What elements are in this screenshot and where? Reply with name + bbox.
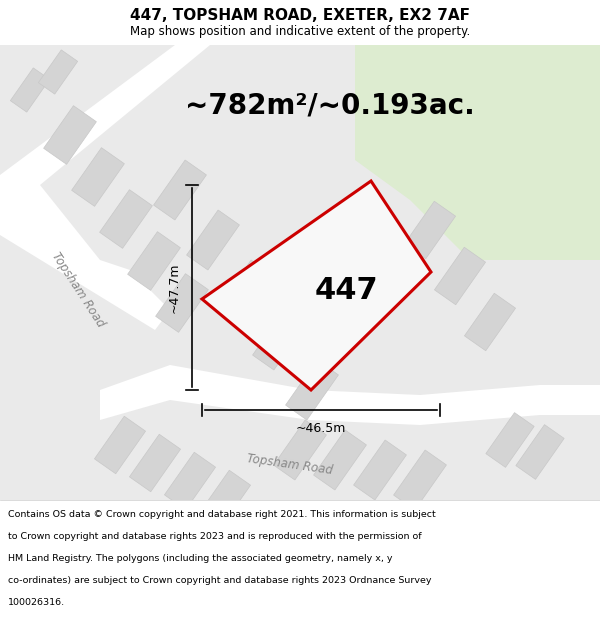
Text: Map shows position and indicative extent of the property.: Map shows position and indicative extent… (130, 26, 470, 39)
Polygon shape (199, 470, 251, 528)
Polygon shape (128, 232, 181, 291)
Polygon shape (464, 293, 515, 351)
Text: ~782m²/~0.193ac.: ~782m²/~0.193ac. (185, 91, 475, 119)
Text: Contains OS data © Crown copyright and database right 2021. This information is : Contains OS data © Crown copyright and d… (8, 510, 436, 519)
Text: 447: 447 (315, 276, 379, 305)
Polygon shape (187, 210, 239, 270)
Text: ~46.5m: ~46.5m (296, 421, 346, 434)
Polygon shape (164, 452, 215, 510)
Text: 100026316.: 100026316. (8, 598, 65, 607)
Polygon shape (486, 412, 534, 468)
Polygon shape (355, 45, 600, 260)
Polygon shape (274, 420, 326, 480)
Polygon shape (202, 181, 431, 390)
Polygon shape (100, 365, 600, 425)
Text: co-ordinates) are subject to Crown copyright and database rights 2023 Ordnance S: co-ordinates) are subject to Crown copyr… (8, 576, 431, 585)
Polygon shape (155, 274, 208, 332)
Text: 447, TOPSHAM ROAD, EXETER, EX2 7AF: 447, TOPSHAM ROAD, EXETER, EX2 7AF (130, 9, 470, 24)
Bar (0, 45, 600, 500)
Polygon shape (434, 248, 485, 305)
Text: HM Land Registry. The polygons (including the associated geometry, namely x, y: HM Land Registry. The polygons (includin… (8, 554, 392, 563)
Polygon shape (44, 106, 97, 164)
Polygon shape (94, 416, 146, 474)
Polygon shape (353, 440, 406, 500)
Polygon shape (314, 430, 367, 490)
Polygon shape (100, 189, 152, 248)
Text: Topsham Road: Topsham Road (49, 250, 107, 330)
Polygon shape (71, 148, 124, 206)
Polygon shape (394, 450, 446, 510)
Polygon shape (0, 45, 210, 330)
Polygon shape (10, 68, 50, 112)
Bar (0, 500, 600, 625)
Text: ~47.7m: ~47.7m (167, 262, 181, 312)
Polygon shape (516, 424, 564, 479)
Polygon shape (220, 260, 272, 320)
Polygon shape (130, 434, 181, 492)
Polygon shape (154, 160, 206, 220)
Polygon shape (286, 360, 338, 420)
Polygon shape (253, 310, 305, 370)
Text: to Crown copyright and database rights 2023 and is reproduced with the permissio: to Crown copyright and database rights 2… (8, 532, 422, 541)
Text: Topsham Road: Topsham Road (246, 452, 334, 478)
Polygon shape (404, 201, 455, 259)
Polygon shape (38, 50, 77, 94)
